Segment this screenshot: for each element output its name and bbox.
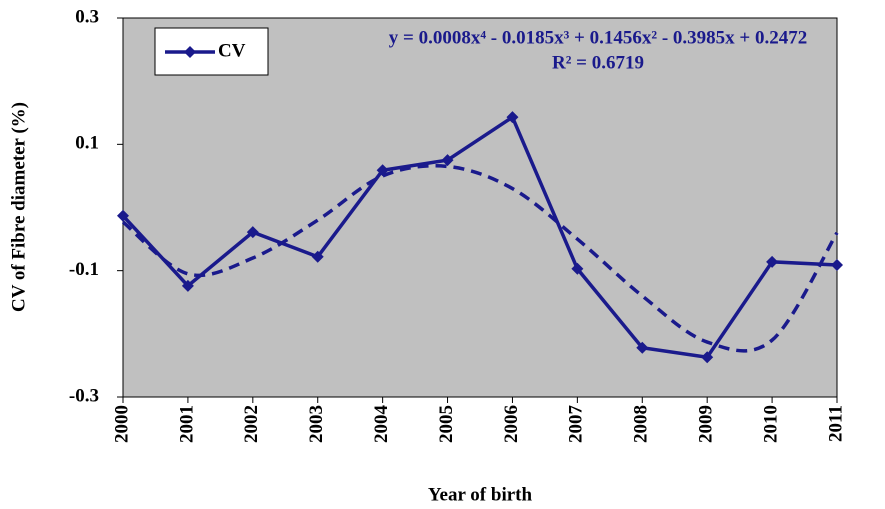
data-point (246, 226, 259, 239)
data-point (831, 258, 843, 271)
trend-equation: y = 0.0008x⁴ - 0.0185x³ + 0.1456x² - 0.3… (389, 27, 807, 48)
trend-r2: R² = 0.6719 (552, 52, 644, 73)
x-tick-label: 2007 (566, 405, 587, 444)
data-point (181, 279, 194, 292)
data-point (766, 255, 779, 268)
data-point (376, 164, 389, 177)
series-line (121, 114, 838, 360)
x-tick-label: 2002 (241, 405, 262, 443)
x-tick-label: 2001 (176, 405, 197, 443)
x-axis-label: Year of birth (428, 484, 533, 505)
y-tick-label: 0.1 (75, 133, 99, 154)
data-point (506, 111, 519, 124)
data-point (636, 341, 649, 354)
x-tick-label: 2004 (371, 405, 392, 444)
data-point (701, 351, 714, 364)
x-tick-label: 2010 (760, 405, 781, 443)
x-tick-label: 2003 (306, 405, 327, 443)
trendline (121, 164, 839, 353)
y-tick-label: 0.3 (75, 6, 99, 27)
data-point (311, 250, 324, 263)
x-tick-label: 2005 (436, 405, 457, 443)
y-axis-label: CV of Fibre diameter (%) (8, 102, 29, 312)
legend-label: CV (218, 40, 246, 61)
x-tick-label: 2000 (111, 405, 132, 443)
data-point (117, 209, 129, 222)
y-tick-label: -0.3 (69, 385, 99, 406)
y-tick-label: -0.1 (69, 259, 99, 280)
legend-marker (184, 46, 196, 58)
x-tick-label: 2011 (825, 405, 846, 442)
plot-area (122, 17, 838, 398)
data-point (571, 262, 584, 275)
x-tick-label: 2009 (696, 405, 717, 443)
x-tick-label: 2006 (501, 405, 522, 443)
data-point (441, 154, 454, 167)
x-tick-label: 2008 (631, 405, 652, 443)
